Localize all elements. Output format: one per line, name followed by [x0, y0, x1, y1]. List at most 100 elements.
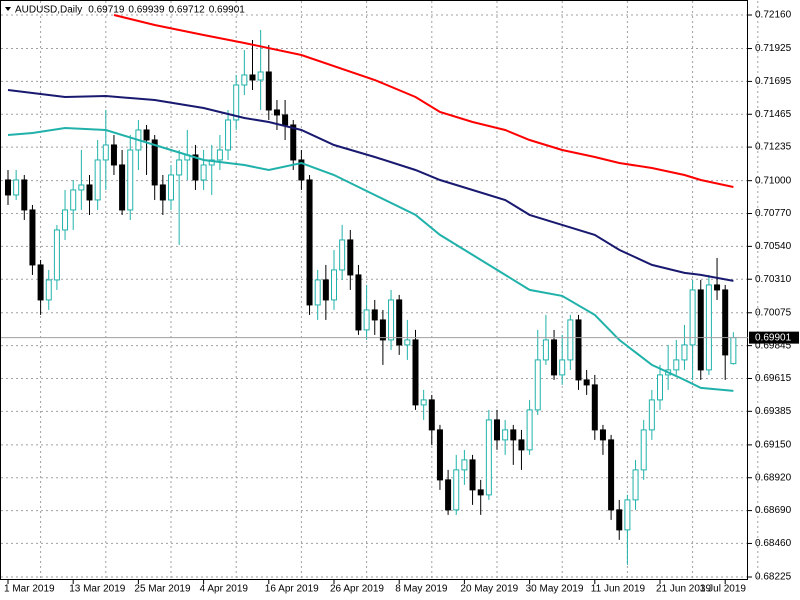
y-tick-label: 0.71000: [755, 175, 792, 186]
candle-body: [208, 159, 215, 166]
candle-body: [45, 279, 52, 301]
candle-body: [583, 379, 590, 386]
candle-body: [29, 209, 36, 266]
candle-body: [534, 359, 541, 411]
header-ohlc: 0.69901: [209, 5, 246, 16]
candle-body: [331, 269, 337, 301]
header-ohlc: 0.69939: [128, 5, 165, 16]
candle-body: [689, 289, 696, 346]
y-tick-label: 0.70075: [755, 307, 792, 318]
candle-body: [681, 344, 688, 361]
candle-body: [469, 459, 476, 491]
x-tick-label: 11 Jun 2019: [591, 584, 646, 595]
candle-body: [298, 159, 305, 181]
candle-body: [428, 399, 435, 431]
candle-body: [94, 159, 101, 201]
x-tick-label: 20 May 2019: [460, 584, 518, 595]
header-ohlc: 0.69712: [169, 5, 206, 16]
candle-body: [526, 409, 533, 451]
candle-body: [119, 164, 126, 211]
candle-body: [306, 179, 313, 306]
y-tick-label: 0.71465: [755, 109, 792, 120]
candle-body: [436, 429, 443, 481]
candle-body: [339, 239, 346, 271]
candle-body: [21, 179, 28, 211]
x-tick-label: 1 Mar 2019: [4, 584, 55, 595]
candle-body: [673, 359, 680, 371]
y-tick-label: 0.68920: [755, 472, 792, 483]
candle-body: [371, 309, 378, 321]
y-tick-label: 0.71695: [755, 76, 792, 87]
current-price-box: [749, 331, 799, 344]
x-tick-label: 26 Apr 2019: [330, 584, 384, 595]
candle-body: [559, 359, 566, 376]
candle-body: [388, 299, 395, 341]
y-tick-label: 0.69845: [755, 340, 792, 351]
candle-body: [705, 284, 712, 371]
candle-body: [241, 74, 248, 86]
y-tick-label: 0.68225: [755, 572, 792, 583]
candle-body: [608, 439, 615, 511]
candle-body: [657, 374, 663, 401]
candle-body: [363, 309, 370, 331]
candle-body: [502, 429, 509, 441]
candle-body: [273, 109, 280, 116]
y-tick-label: 0.70770: [755, 208, 792, 219]
candle-body: [192, 154, 199, 181]
candle-body: [379, 319, 386, 341]
y-tick-label: 0.71925: [755, 43, 792, 54]
candle-body: [322, 279, 329, 301]
plot: [5, 14, 737, 565]
candle-body: [233, 84, 240, 121]
candle-body: [722, 289, 729, 356]
candle-body: [510, 429, 517, 441]
y-tick-label: 0.70540: [755, 241, 792, 252]
candle-body: [110, 144, 117, 166]
x-tick-label: 13 Mar 2019: [69, 584, 126, 595]
candle-body: [102, 144, 109, 161]
candle-body: [37, 264, 44, 301]
candle-body: [151, 139, 158, 186]
candle-body: [616, 509, 623, 531]
candle-body: [70, 189, 77, 211]
y-tick-label: 0.71235: [755, 142, 792, 153]
candle-body: [200, 164, 207, 181]
candle-body: [176, 159, 183, 176]
header-arrow: [5, 7, 11, 11]
y-tick-label: 0.69385: [755, 406, 792, 417]
candle-body: [518, 439, 525, 451]
y-tick-label: 0.69150: [755, 440, 792, 451]
candle-body: [225, 119, 232, 151]
candle-body: [355, 274, 362, 331]
x-tick-label: 16 Apr 2019: [265, 584, 319, 595]
candle-body: [477, 489, 484, 496]
y-tick-label: 0.68460: [755, 538, 792, 549]
x-tick-label: 25 Mar 2019: [134, 584, 191, 595]
candle-body: [412, 339, 419, 406]
candle-body: [542, 339, 549, 361]
candle-body: [551, 339, 558, 376]
header-ohlc: 0.69719: [88, 5, 125, 16]
candle-body: [648, 399, 655, 431]
candle-body: [494, 419, 500, 441]
candle-body: [314, 279, 321, 306]
candle-body: [453, 469, 460, 511]
y-tick-label: 0.68690: [755, 505, 792, 516]
current-price-label: 0.69901: [755, 332, 792, 343]
axes: 0.72160 0.71925 0.71695 0.71465 0.71235 0.710…: [4, 10, 792, 595]
header: AUDUSD,Daily: [5, 5, 82, 16]
chart-title: AUDUSD,Daily: [15, 5, 82, 16]
candle-body: [257, 71, 264, 81]
candle-body: [624, 499, 631, 531]
candle-body: [420, 399, 427, 406]
candle-body: [249, 74, 256, 81]
candle-body: [62, 209, 69, 231]
candle-body: [485, 419, 492, 496]
candle-body: [599, 429, 606, 441]
candle-body: [347, 239, 354, 276]
y-tick-label: 0.70310: [755, 274, 792, 285]
candle-body: [143, 129, 150, 141]
candle-body: [445, 479, 452, 511]
candle-body: [159, 184, 166, 201]
